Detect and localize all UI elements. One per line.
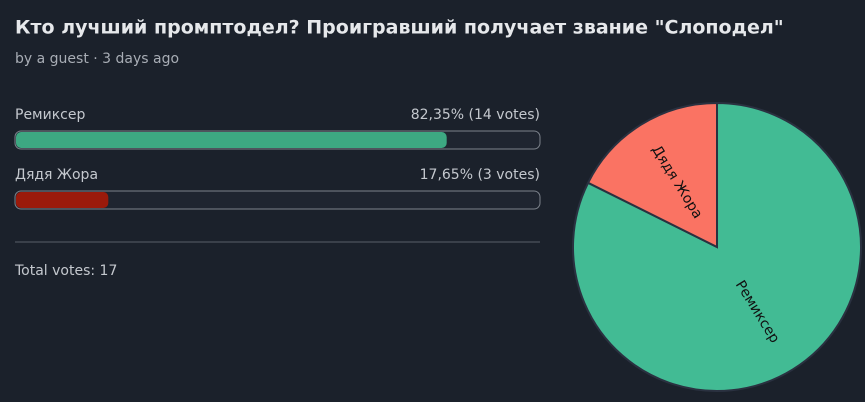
option-result: 82,35% (14 votes)	[411, 107, 540, 123]
option-name: Ремиксер	[15, 107, 85, 123]
byline: by a guest · 3 days ago	[15, 51, 179, 67]
bar	[16, 132, 447, 148]
option-name: Дядя Жора	[15, 167, 98, 183]
total-votes: Total votes: 17	[14, 263, 117, 279]
bar	[16, 192, 109, 208]
bar-track	[14, 190, 541, 210]
poll-title: Кто лучший промптодел? Проигравший получ…	[15, 17, 784, 39]
option-result: 17,65% (3 votes)	[420, 167, 540, 183]
pie-slice	[586, 101, 718, 249]
